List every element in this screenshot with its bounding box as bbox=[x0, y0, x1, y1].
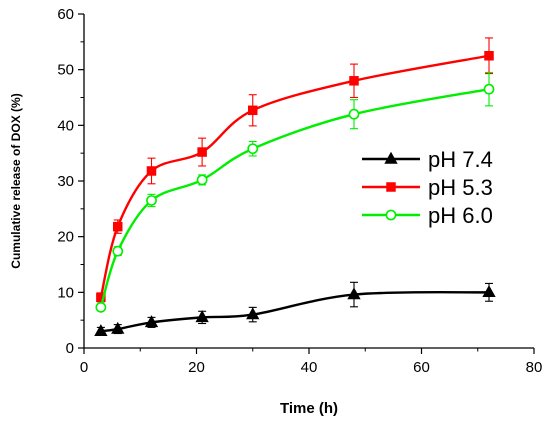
legend-entry-2: pH 6.0 bbox=[362, 203, 493, 228]
data-point bbox=[96, 292, 106, 303]
legend-label: pH 6.0 bbox=[428, 203, 493, 228]
x-tick-label: 60 bbox=[413, 359, 430, 376]
legend-label: pH 7.4 bbox=[428, 147, 493, 172]
legend-entry-1: pH 5.3 bbox=[362, 175, 493, 200]
legend-marker bbox=[384, 151, 398, 164]
x-tick-label: 0 bbox=[80, 359, 88, 376]
x-axis-title: Time (h) bbox=[280, 400, 338, 417]
y-tick-label: 50 bbox=[57, 62, 74, 79]
series-0 bbox=[94, 281, 496, 336]
data-point bbox=[482, 285, 496, 298]
data-point bbox=[113, 221, 123, 232]
data-point bbox=[146, 166, 157, 176]
data-point bbox=[246, 307, 260, 320]
data-point bbox=[94, 324, 108, 336]
data-point bbox=[484, 51, 494, 61]
x-tick-label: 80 bbox=[526, 359, 543, 376]
data-point bbox=[195, 310, 209, 323]
data-point bbox=[197, 147, 207, 157]
data-point bbox=[247, 143, 259, 155]
y-tick-label: 60 bbox=[57, 6, 74, 23]
data-point bbox=[144, 315, 159, 328]
data-point bbox=[347, 287, 361, 300]
y-axis-title: Cumulative release of DOX (%) bbox=[9, 93, 23, 268]
y-tick-label: 30 bbox=[57, 173, 74, 190]
x-tick-label: 40 bbox=[301, 359, 318, 376]
data-point bbox=[111, 321, 125, 334]
legend: pH 7.4 pH 5.3 pH 6.0 bbox=[362, 147, 493, 228]
data-point bbox=[248, 105, 258, 116]
series-2 bbox=[95, 71, 495, 313]
y-tick-label: 20 bbox=[57, 229, 74, 246]
data-point bbox=[483, 83, 495, 95]
x-tick-label: 20 bbox=[188, 359, 205, 376]
axes-layer: 0 20 40 60 80 0 10 20 30 40 50 60 bbox=[57, 6, 542, 376]
plot-series-layer bbox=[94, 37, 496, 336]
data-point bbox=[95, 301, 107, 313]
data-point bbox=[146, 195, 157, 206]
y-tick-label: 0 bbox=[66, 340, 74, 357]
y-tick-label: 40 bbox=[57, 117, 74, 134]
data-point bbox=[112, 245, 124, 257]
legend-label: pH 5.3 bbox=[428, 175, 493, 200]
legend-entry-0: pH 7.4 bbox=[362, 147, 493, 172]
data-point bbox=[348, 108, 360, 120]
y-tick-label: 10 bbox=[57, 284, 74, 301]
legend-marker bbox=[385, 209, 397, 221]
legend-marker bbox=[386, 182, 396, 192]
series-line bbox=[100, 290, 490, 333]
data-point bbox=[349, 76, 359, 86]
data-point bbox=[196, 174, 208, 186]
